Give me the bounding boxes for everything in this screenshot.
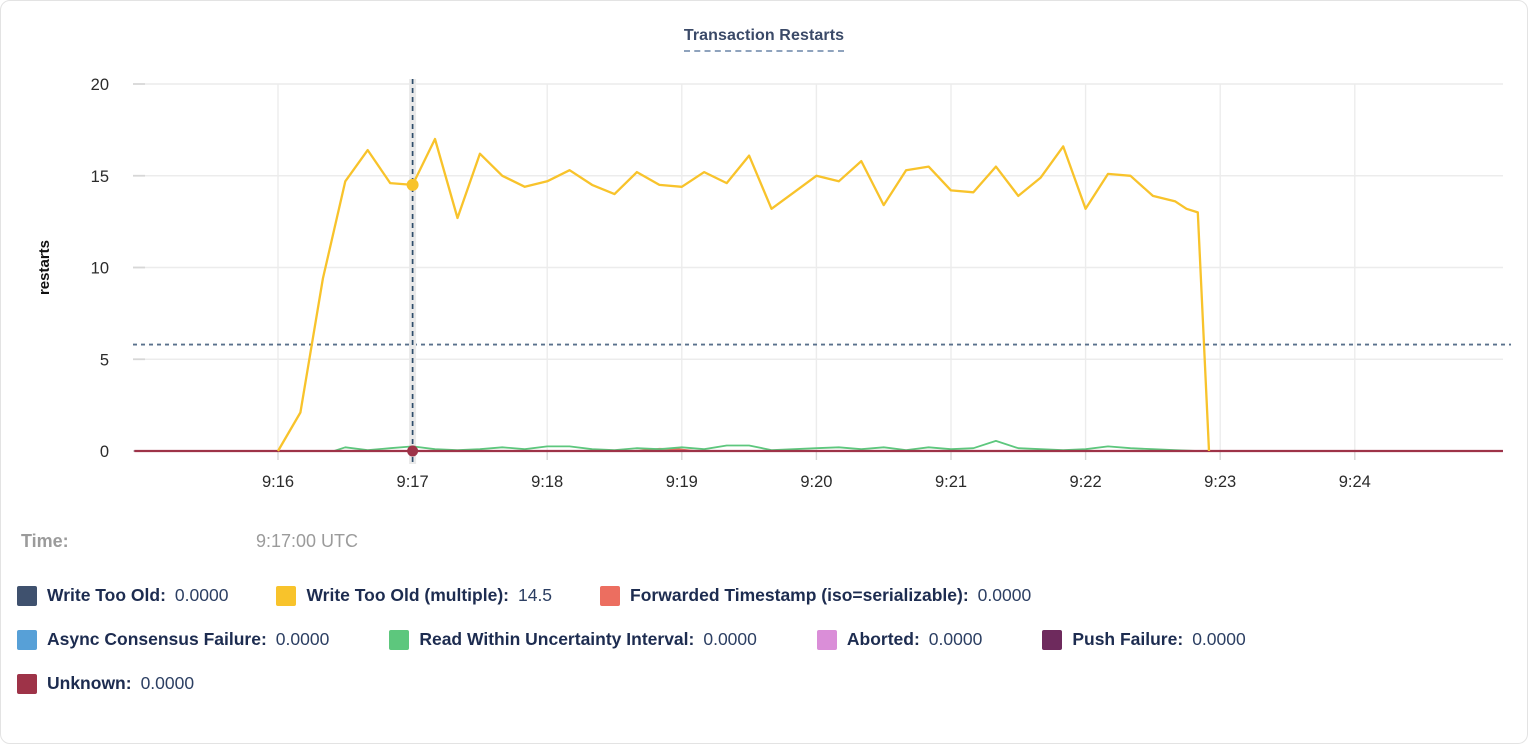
legend-item-read-within-uncertainty-interval[interactable]: Read Within Uncertainty Interval: 0.0000 [389, 629, 757, 650]
legend-item-push-failure[interactable]: Push Failure: 0.0000 [1042, 629, 1246, 650]
legend-value: 0.0000 [703, 629, 757, 649]
series-line-read-within-uncertainty-interval [333, 439, 1198, 452]
legend-swatch [389, 629, 410, 650]
legend-item-aborted[interactable]: Aborted: 0.0000 [816, 629, 983, 650]
transaction-restarts-chart[interactable]: 0 5 10 15 20 9:16 9:17 9:18 9:19 9:20 9:21 9:22 9:23… [1, 56, 1527, 501]
legend-swatch [600, 585, 621, 606]
legend-swatch [17, 585, 37, 606]
legend-swatch [816, 629, 837, 650]
legend-label: Async Consensus Failure: [47, 629, 267, 649]
chart-title[interactable]: Transaction Restarts [683, 27, 845, 52]
x-tick-label: 9:17 [397, 473, 429, 491]
x-tick-label: 9:20 [800, 473, 832, 491]
x-tick-label: 9:22 [1070, 473, 1102, 491]
legend-row: Unknown: 0.0000 [17, 673, 1517, 694]
legend-label: Write Too Old (multiple): [306, 585, 509, 605]
legend-item-unknown[interactable]: Unknown: 0.0000 [17, 673, 194, 694]
legend-value: 0.0000 [140, 673, 195, 693]
hover-time-row: Time: 9:17:00 UTC [21, 531, 721, 552]
legend-value: 0.0000 [977, 585, 1032, 605]
x-tick-label: 9:19 [666, 473, 698, 491]
y-tick-label: 15 [91, 168, 109, 186]
legend-label: Read Within Uncertainty Interval: [419, 629, 695, 649]
legend-row: Write Too Old: 0.0000 Write Too Old (multi… [17, 585, 1517, 606]
legend-item-write-too-old-multiple-[interactable]: Write Too Old (multiple): 14.5 [276, 585, 552, 606]
chart-title-wrap: Transaction Restarts [1, 27, 1527, 52]
series-line-write-too-old-multiple- [277, 137, 1211, 452]
legend-value: 0.0000 [174, 585, 229, 605]
x-tick-label: 9:24 [1339, 473, 1371, 491]
legend-label: Forwarded Timestamp (iso=serializable): [630, 585, 969, 605]
legend-value: 0.0000 [1192, 629, 1246, 649]
time-value: 9:17:00 UTC [256, 531, 359, 551]
legend-item-forwarded-timestamp-iso-serializable-[interactable]: Forwarded Timestamp (iso=serializable): 0… [600, 585, 1031, 606]
legend-swatch [1042, 629, 1063, 650]
legend-row: Async Consensus Failure: 0.0000 Read Withi… [17, 629, 1517, 650]
legend-value: 0.0000 [275, 629, 330, 649]
legend-swatch [17, 673, 37, 694]
hover-marker-unknown [407, 445, 419, 457]
legend-value: 14.5 [517, 585, 553, 605]
y-tick-label: 0 [100, 443, 109, 461]
legend-label: Unknown: [47, 673, 132, 693]
time-label: Time: [21, 531, 69, 551]
legend-item-write-too-old[interactable]: Write Too Old: 0.0000 [17, 585, 228, 606]
legend-item-async-consensus-failure[interactable]: Async Consensus Failure: 0.0000 [17, 629, 329, 650]
x-tick-label: 9:21 [935, 473, 967, 491]
legend-swatch [17, 629, 37, 650]
y-tick-label: 10 [91, 260, 109, 278]
legend-label: Push Failure: [1072, 629, 1184, 649]
hover-marker-write-too-old-multiple- [406, 178, 419, 191]
legend-value: 0.0000 [928, 629, 983, 649]
chart-legend: Write Too Old: 0.0000 Write Too Old (multi… [17, 585, 1517, 717]
y-tick-label: 5 [100, 351, 109, 369]
y-tick-label: 20 [91, 76, 109, 94]
legend-swatch [276, 585, 297, 606]
legend-label: Aborted: [846, 629, 920, 649]
x-tick-label: 9:23 [1204, 473, 1236, 491]
x-tick-label: 9:16 [262, 473, 294, 491]
x-tick-label: 9:18 [531, 473, 563, 491]
y-axis-label: restarts [36, 240, 53, 295]
legend-label: Write Too Old: [47, 585, 166, 605]
